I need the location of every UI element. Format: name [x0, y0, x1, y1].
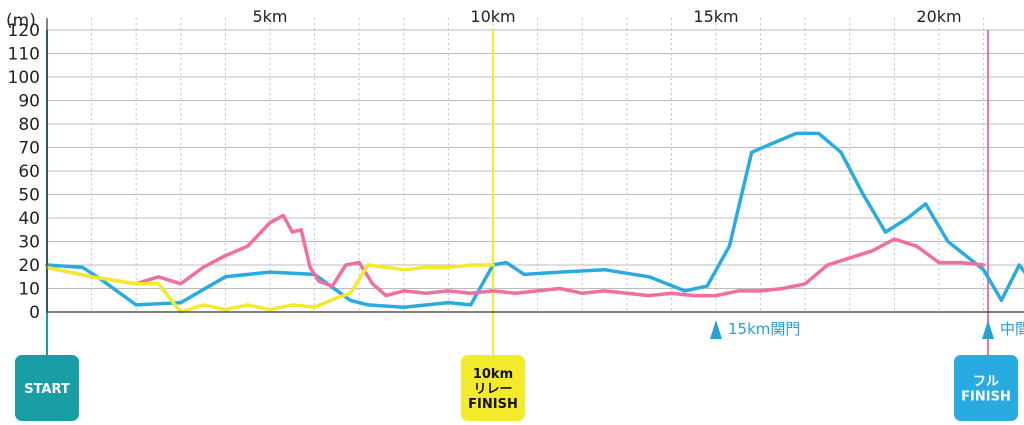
finish-box-label: リレー — [473, 382, 512, 397]
y-tick-label: 80 — [18, 115, 40, 135]
series-line — [45, 213, 986, 298]
series-line — [45, 131, 1024, 310]
y-tick-label: 50 — [18, 186, 40, 206]
finish-box-label: 10km — [473, 367, 513, 382]
x-tick-label: 10km — [470, 7, 515, 26]
grid — [47, 18, 1024, 313]
checkpoint-label: 中間点（関門） — [1000, 320, 1024, 338]
x-tick-label: 5km — [252, 7, 287, 26]
checkpoint-triangle — [982, 320, 995, 339]
y-axis-label: (m) — [6, 11, 36, 31]
y-tick-label: 120 — [8, 21, 40, 41]
finish-box-label: FINISH — [468, 397, 518, 412]
checkpoint-triangle — [710, 320, 722, 339]
y-tick-label: 60 — [18, 162, 40, 182]
y-tick-label: 20 — [18, 256, 40, 276]
x-tick-label: 20km — [916, 7, 961, 26]
finish-box — [15, 355, 79, 421]
axes — [46, 18, 1024, 313]
series-lines — [45, 131, 1024, 314]
finish-box-label: START — [24, 382, 70, 397]
y-tick-label: 40 — [18, 209, 40, 229]
y-tick-label: 70 — [18, 139, 40, 159]
y-tick-label: 30 — [18, 233, 40, 253]
finish-box — [954, 355, 1018, 421]
tick-labels: 0 10 20 30 40 50 60 70 80 90 100 110 120 5km 10km 15km 2… — [8, 7, 962, 323]
y-tick-label: 0 — [29, 303, 40, 323]
checkpoint-label: 15km関門 — [728, 320, 800, 338]
y-tick-label: 110 — [8, 45, 40, 65]
y-tick-label: 100 — [8, 68, 40, 88]
x-tick-label: 15km — [693, 7, 738, 26]
checkpoint-markers: 15km関門中間点（関門）35km関門 — [710, 320, 1024, 339]
finish-box — [461, 355, 525, 421]
finish-box-label: FINISH — [961, 390, 1011, 405]
y-tick-label: 90 — [18, 92, 40, 112]
series-line — [45, 263, 495, 314]
finish-boxes: START10kmリレーFINISHハーフFINISHフルFINISH — [15, 355, 1018, 421]
finish-box-label: フル — [973, 375, 999, 390]
y-tick-label: 10 — [18, 280, 40, 300]
